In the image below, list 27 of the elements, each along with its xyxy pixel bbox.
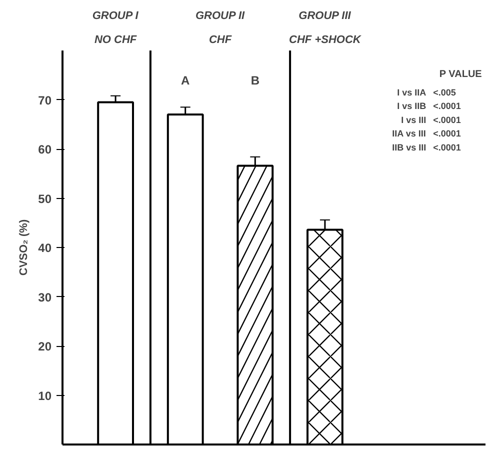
y-tick-label: 50 xyxy=(38,192,52,206)
text: CHF xyxy=(208,34,232,46)
text: GROUP I xyxy=(92,10,140,22)
x-tick-label: B xyxy=(250,73,260,88)
text: I vs IIA xyxy=(397,87,427,98)
text: GROUP II xyxy=(196,10,246,22)
y-axis-title: CVSO₂ (%) xyxy=(18,219,30,276)
y-tick-label: 30 xyxy=(38,290,52,304)
y-tick-label: 20 xyxy=(38,340,52,354)
text: IIA vs III xyxy=(392,128,426,139)
y-tick-label: 40 xyxy=(38,241,52,255)
y-tick-label: 10 xyxy=(38,388,52,403)
text: GROUP III xyxy=(298,10,352,22)
text: P VALUE xyxy=(439,69,482,80)
text: I vs IIB xyxy=(397,101,427,112)
text: <.005 xyxy=(433,87,456,98)
text: <.0001 xyxy=(433,114,461,125)
text: I vs III xyxy=(401,114,426,125)
text: NO CHF xyxy=(94,34,137,46)
text: CHF +SHOCK xyxy=(289,34,362,46)
text: <.0001 xyxy=(433,101,461,112)
text: IIB vs III xyxy=(392,142,426,153)
text: <.0001 xyxy=(433,142,461,153)
y-tick-label: 60 xyxy=(38,142,52,156)
text: <.0001 xyxy=(433,128,461,139)
x-tick-label: A xyxy=(181,73,190,88)
y-tick-label: 70 xyxy=(38,93,52,108)
